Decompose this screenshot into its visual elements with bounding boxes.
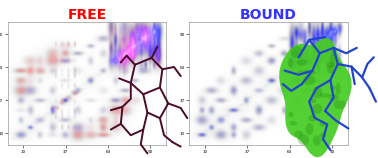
Ellipse shape	[289, 111, 293, 118]
Ellipse shape	[303, 75, 315, 85]
Ellipse shape	[312, 87, 322, 98]
Ellipse shape	[297, 134, 309, 145]
Ellipse shape	[308, 114, 317, 122]
Ellipse shape	[319, 133, 327, 137]
Ellipse shape	[330, 85, 336, 90]
Ellipse shape	[334, 100, 346, 109]
Ellipse shape	[332, 48, 336, 56]
Ellipse shape	[310, 98, 316, 103]
Ellipse shape	[329, 94, 339, 101]
Polygon shape	[279, 38, 352, 157]
Ellipse shape	[319, 93, 330, 98]
Ellipse shape	[330, 54, 335, 67]
Ellipse shape	[327, 62, 335, 68]
Title: BOUND: BOUND	[240, 8, 297, 22]
Ellipse shape	[297, 70, 309, 74]
Title: FREE: FREE	[67, 8, 107, 22]
Ellipse shape	[320, 121, 325, 127]
Ellipse shape	[305, 123, 313, 135]
Ellipse shape	[312, 104, 322, 114]
Ellipse shape	[291, 46, 303, 58]
Ellipse shape	[313, 135, 321, 145]
Ellipse shape	[297, 59, 308, 65]
Ellipse shape	[290, 121, 297, 126]
Ellipse shape	[294, 131, 303, 137]
Ellipse shape	[336, 83, 341, 95]
Ellipse shape	[305, 70, 316, 75]
Ellipse shape	[288, 58, 293, 67]
Ellipse shape	[327, 65, 334, 74]
